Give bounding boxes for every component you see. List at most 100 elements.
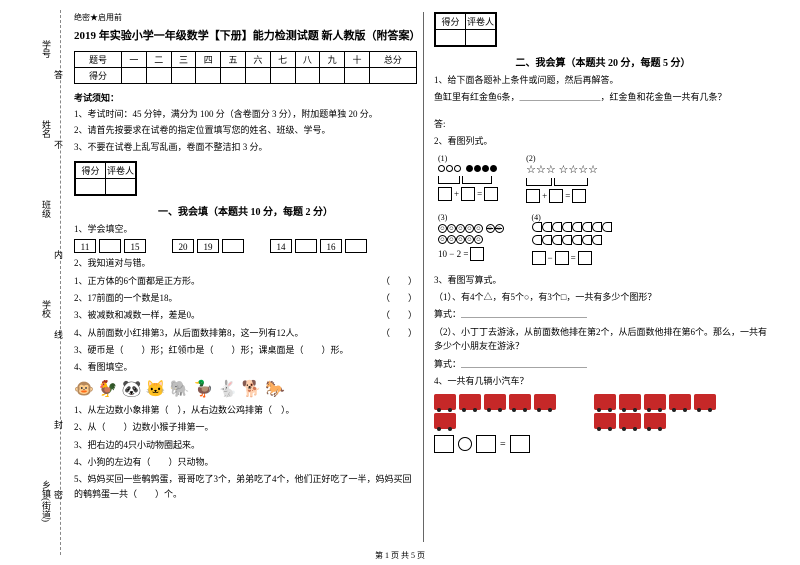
car-icon — [434, 394, 456, 410]
s2q3a: （1）、有4个△，有5个○，有3个□，一共有多少个图形？ — [434, 290, 772, 304]
answer-label: 答: — [434, 117, 772, 131]
animal-icon: 🦆 — [194, 379, 214, 399]
score-header-row: 题号一二三四五六七八九十总分 — [75, 52, 417, 68]
car-group-left — [434, 394, 564, 429]
score-table: 题号一二三四五六七八九十总分 得分 — [74, 51, 417, 84]
animal-icon: 🐓 — [98, 379, 118, 399]
car-icon — [594, 394, 616, 410]
s2q2: 2、看图列式。 — [434, 134, 772, 148]
diagram-2: (2) ☆☆☆ ☆☆☆☆ += — [526, 154, 598, 203]
car-icon — [669, 394, 691, 410]
animal-icon: 🐼 — [122, 379, 142, 399]
animal-icon: 🐵 — [74, 379, 94, 399]
diagram-1: (1) += — [438, 154, 498, 203]
eq-box[interactable] — [510, 435, 530, 453]
diagram-row-1: (1) += (2) ☆☆☆ ☆☆☆☆ += — [434, 152, 772, 205]
marker: 不 — [52, 140, 65, 149]
s2q3d: 算式：＿＿＿＿＿＿＿＿＿＿＿＿＿＿ — [434, 357, 772, 371]
exam-title: 2019 年实验小学一年级数学【下册】能力检测试题 新人教版（附答案） — [74, 27, 417, 43]
car-icon — [644, 394, 666, 410]
q4c: 3、把右边的4只小动物圈起来。 — [74, 438, 417, 452]
animal-icon: 🐘 — [170, 379, 190, 399]
car-group-right — [594, 394, 724, 429]
seq-cell[interactable] — [222, 239, 244, 253]
car-icon — [459, 394, 481, 410]
seq-cell[interactable]: 14 — [270, 239, 292, 253]
label-school: 学校 — [40, 300, 53, 318]
marker: 密 — [52, 490, 65, 499]
car-icon — [534, 394, 556, 410]
diagram-3: (3) ☺☺☺☺☺ ☺☺ ☺☺☺☺☺ 10 − 2 = — [438, 213, 504, 265]
secret-label: 绝密★启用前 — [74, 12, 417, 23]
note-3: 3、不要在试卷上乱写乱画，卷面不整洁扣 3 分。 — [74, 139, 417, 155]
car-icon — [484, 394, 506, 410]
car-icon — [509, 394, 531, 410]
seq-cell[interactable] — [345, 239, 367, 253]
diagram-4: (4) −= — [532, 213, 612, 265]
seq-cell[interactable]: 20 — [172, 239, 194, 253]
label-town: 乡镇(街道) — [40, 480, 53, 522]
seq-cell[interactable]: 15 — [124, 239, 146, 253]
seq-cell[interactable]: 19 — [197, 239, 219, 253]
q2a: 1、正方体的6个面都是正方形。（ ） — [74, 274, 417, 288]
dash-line — [60, 10, 61, 555]
score-value-row: 得分 — [75, 68, 417, 84]
page-content: 绝密★启用前 2019 年实验小学一年级数学【下册】能力检测试题 新人教版（附答… — [68, 12, 788, 542]
diagram-row-2: (3) ☺☺☺☺☺ ☺☺ ☺☺☺☺☺ 10 − 2 = (4) −= — [434, 211, 772, 267]
label-name: 姓名 — [40, 120, 53, 138]
section2-heading: 二、我会算（本题共 20 分，每题 5 分） — [434, 54, 772, 69]
car-icon — [619, 413, 641, 429]
marker: 线 — [52, 330, 65, 339]
s2q3c: （2）、小丁丁去游泳，从前面数他排在第2个，从后面数他排在第6个。那么，一共有多… — [434, 325, 772, 354]
s2q1a: 鱼缸里有红金鱼6条，＿＿＿＿＿＿＿＿＿，红金鱼和花金鱼一共有几条？ — [434, 90, 772, 104]
q2c: 3、被减数和减数一样，差是0。（ ） — [74, 308, 417, 322]
q4d: 4、小狗的左边有（ ）只动物。 — [74, 455, 417, 469]
eq-op-circle[interactable] — [458, 437, 472, 451]
notes-title: 考试须知： — [74, 90, 417, 106]
right-column: 得分评卷人 二、我会算（本题共 20 分，每题 5 分） 1、给下面各题补上条件… — [423, 12, 778, 542]
animal-icon: 🐕 — [241, 379, 261, 399]
car-icon — [694, 394, 716, 410]
exam-notes: 考试须知： 1、考试时间：45 分钟，满分为 100 分（含卷面分 3 分），附… — [74, 90, 417, 155]
seq-cell[interactable]: 11 — [74, 239, 96, 253]
car-icon — [644, 413, 666, 429]
marker: 答 — [52, 70, 65, 79]
binding-sidebar: 学号 姓名 班级 学校 乡镇(街道) 答 不 内 线 封 密 — [0, 0, 68, 565]
q4a: 1、从左边数小象排第（ ），从右边数公鸡排第（ ）。 — [74, 403, 417, 417]
car-equation: = — [434, 435, 772, 453]
q2d: 4、从前面数小红排第3，从后面数排第8，这一列有12人。（ ） — [74, 326, 417, 340]
q3: 3、硬币是（ ）形；红领巾是（ ）形；课桌面是（ ）形。 — [74, 343, 417, 357]
q5: 5、妈妈买回一些鹌鹑蛋，哥哥吃了3个，弟弟吃了4个，他们正好吃了一半，妈妈买回的… — [74, 472, 417, 501]
q4b: 2、从（ ）边数小猴子排第一。 — [74, 420, 417, 434]
grader-box: 得分评卷人 — [74, 161, 137, 196]
car-icon — [434, 413, 456, 429]
s2q4: 4、一共有几辆小汽车？ — [434, 374, 772, 388]
car-icon — [594, 413, 616, 429]
animal-icon: 🐎 — [265, 379, 285, 399]
section1-heading: 一、我会填（本题共 10 分，每题 2 分） — [74, 203, 417, 218]
page-footer: 第 1 页 共 5 页 — [0, 550, 800, 561]
eq-box[interactable] — [476, 435, 496, 453]
label-class: 班级 — [40, 200, 53, 218]
animal-icon: 🐇 — [218, 379, 238, 399]
marker: 封 — [52, 420, 65, 429]
cars-diagram — [434, 394, 772, 429]
animal-row: 🐵 🐓 🐼 🐱 🐘 🦆 🐇 🐕 🐎 — [74, 379, 417, 399]
q1: 1、学会填空。 — [74, 222, 417, 236]
q2b: 2、17前面的一个数是18。（ ） — [74, 291, 417, 305]
sequence-boxes: 11 15 20 19 14 16 — [74, 239, 417, 253]
s2q3: 3、看图写算式。 — [434, 273, 772, 287]
seq-cell[interactable] — [295, 239, 317, 253]
s2q3b: 算式：＿＿＿＿＿＿＿＿＿＿＿＿＿＿ — [434, 307, 772, 321]
eq-box[interactable] — [434, 435, 454, 453]
left-column: 绝密★启用前 2019 年实验小学一年级数学【下册】能力检测试题 新人教版（附答… — [68, 12, 423, 542]
seq-cell[interactable] — [99, 239, 121, 253]
note-1: 1、考试时间：45 分钟，满分为 100 分（含卷面分 3 分），附加题单独 2… — [74, 106, 417, 122]
q2: 2、我知道对与错。 — [74, 256, 417, 270]
q4: 4、看图填空。 — [74, 360, 417, 374]
note-2: 2、请首先按要求在试卷的指定位置填写您的姓名、班级、学号。 — [74, 122, 417, 138]
seq-cell[interactable]: 16 — [320, 239, 342, 253]
grader-box-r: 得分评卷人 — [434, 12, 497, 47]
s2q1: 1、给下面各题补上条件或问题，然后再解答。 — [434, 73, 772, 87]
label-studentid: 学号 — [40, 40, 53, 58]
